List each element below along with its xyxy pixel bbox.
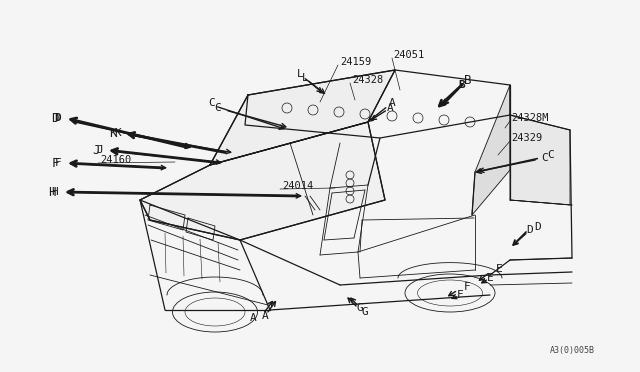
Text: 24328M: 24328M: [511, 113, 548, 123]
Polygon shape: [510, 115, 570, 205]
Text: B: B: [459, 80, 465, 90]
Text: A3(0)005B: A3(0)005B: [550, 346, 595, 355]
Text: J: J: [92, 144, 100, 157]
Text: G: G: [356, 303, 364, 313]
Text: 24328: 24328: [352, 75, 383, 85]
Text: 24160: 24160: [100, 155, 131, 165]
Polygon shape: [90, 55, 580, 345]
Text: A: A: [262, 311, 268, 321]
Text: G: G: [362, 307, 369, 317]
Text: C: C: [547, 150, 554, 160]
Text: 24051: 24051: [393, 50, 424, 60]
Text: A: A: [388, 98, 396, 108]
Text: 24159: 24159: [340, 57, 371, 67]
Polygon shape: [472, 85, 510, 215]
Text: C: C: [209, 98, 216, 108]
Text: A: A: [387, 103, 394, 113]
Text: H: H: [48, 186, 56, 199]
Text: C: C: [214, 103, 221, 113]
Text: J: J: [97, 145, 104, 155]
Text: 24014: 24014: [282, 181, 313, 191]
Text: K: K: [115, 128, 122, 138]
Text: 24329: 24329: [511, 133, 542, 143]
Text: E: E: [496, 264, 503, 274]
Text: L: L: [301, 73, 308, 83]
Text: F: F: [54, 158, 61, 168]
Polygon shape: [210, 70, 395, 165]
Text: L: L: [296, 69, 303, 79]
Text: D: D: [51, 112, 59, 125]
Text: A: A: [250, 313, 257, 323]
Text: B: B: [464, 74, 472, 87]
Text: K: K: [109, 126, 116, 140]
Text: D: D: [534, 222, 541, 232]
Text: E: E: [486, 273, 493, 283]
Text: F: F: [456, 290, 463, 300]
Text: H: H: [52, 187, 58, 197]
Text: C: C: [541, 153, 548, 163]
Text: D: D: [54, 113, 61, 123]
Polygon shape: [140, 122, 385, 240]
Text: D: D: [527, 225, 533, 235]
Text: F: F: [51, 157, 59, 170]
Text: F: F: [464, 282, 471, 292]
